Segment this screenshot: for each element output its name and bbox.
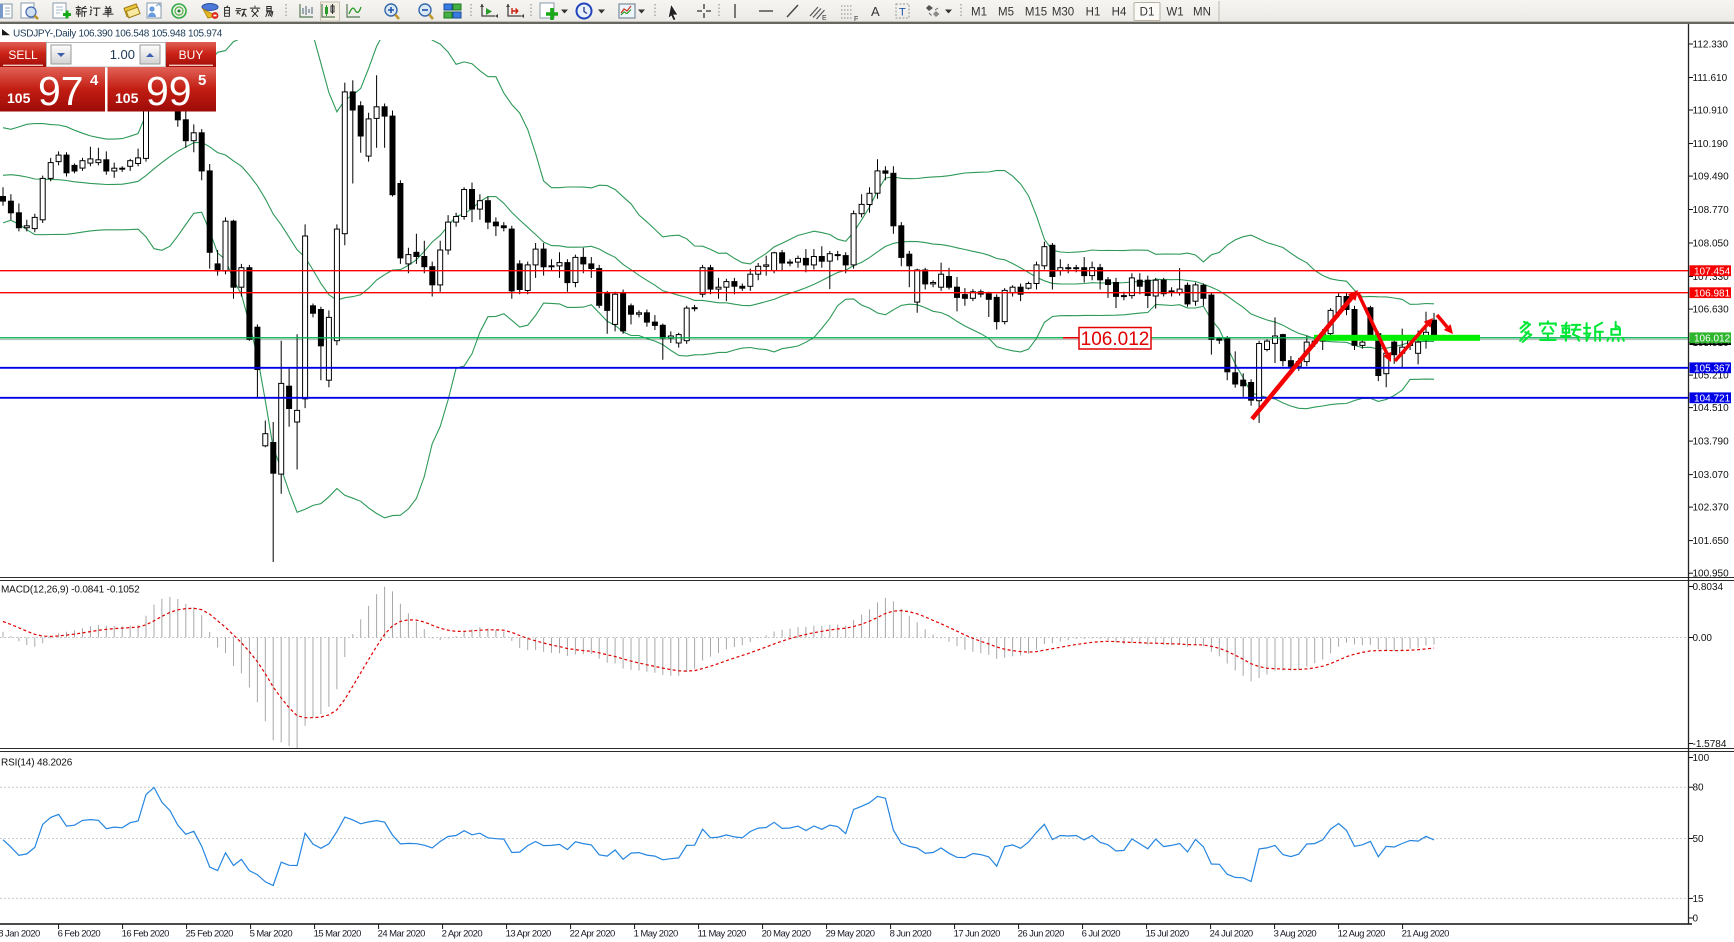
svg-text:20 May 2020: 20 May 2020 bbox=[762, 929, 811, 940]
svg-text:107.330: 107.330 bbox=[1693, 272, 1730, 283]
svg-text:105: 105 bbox=[115, 90, 139, 106]
svg-text:28 Jan 2020: 28 Jan 2020 bbox=[0, 929, 40, 940]
svg-text:5 Mar 2020: 5 Mar 2020 bbox=[250, 929, 293, 940]
svg-text:3 Aug 2020: 3 Aug 2020 bbox=[1274, 929, 1317, 940]
svg-text:1.00: 1.00 bbox=[110, 47, 135, 62]
svg-text:16 Feb 2020: 16 Feb 2020 bbox=[122, 929, 170, 940]
svg-text:80: 80 bbox=[1693, 783, 1705, 794]
svg-text:13 Apr 2020: 13 Apr 2020 bbox=[506, 929, 551, 940]
svg-text:106.012: 106.012 bbox=[1081, 329, 1150, 350]
svg-text:SELL: SELL bbox=[8, 48, 38, 62]
svg-text:E: E bbox=[822, 15, 827, 22]
svg-text:D1: D1 bbox=[1140, 7, 1155, 19]
svg-text:6 Jul 2020: 6 Jul 2020 bbox=[1082, 929, 1121, 940]
svg-text:103.070: 103.070 bbox=[1693, 470, 1730, 481]
svg-text:12 Aug 2020: 12 Aug 2020 bbox=[1338, 929, 1386, 940]
svg-text:50: 50 bbox=[1693, 834, 1705, 845]
svg-text:15: 15 bbox=[1693, 894, 1705, 905]
svg-text:106.981: 106.981 bbox=[1694, 289, 1731, 300]
svg-text:25 Feb 2020: 25 Feb 2020 bbox=[186, 929, 234, 940]
svg-text:M5: M5 bbox=[998, 7, 1014, 19]
svg-text:24 Jul 2020: 24 Jul 2020 bbox=[1210, 929, 1253, 940]
svg-text:RSI(14) 48.2026: RSI(14) 48.2026 bbox=[1, 758, 73, 769]
svg-text:M1: M1 bbox=[971, 7, 987, 19]
svg-text:101.650: 101.650 bbox=[1693, 536, 1730, 547]
svg-text:BUY: BUY bbox=[179, 48, 204, 62]
svg-text:2 Apr 2020: 2 Apr 2020 bbox=[442, 929, 483, 940]
svg-text:111.610: 111.610 bbox=[1693, 73, 1728, 84]
svg-text:104.510: 104.510 bbox=[1693, 403, 1730, 414]
svg-text:105.367: 105.367 bbox=[1694, 364, 1731, 375]
svg-text:15 Mar 2020: 15 Mar 2020 bbox=[314, 929, 362, 940]
svg-text:H1: H1 bbox=[1086, 7, 1101, 19]
svg-text:-1.5784: -1.5784 bbox=[1693, 739, 1727, 750]
svg-text:110.190: 110.190 bbox=[1693, 139, 1729, 150]
svg-text:6 Feb 2020: 6 Feb 2020 bbox=[58, 929, 101, 940]
svg-text:106.630: 106.630 bbox=[1693, 305, 1730, 316]
svg-text:29 May 2020: 29 May 2020 bbox=[826, 929, 875, 940]
svg-text:MACD(12,26,9) -0.0841 -0.1052: MACD(12,26,9) -0.0841 -0.1052 bbox=[1, 585, 140, 596]
svg-text:107.454: 107.454 bbox=[1694, 267, 1731, 278]
svg-text:24 Mar 2020: 24 Mar 2020 bbox=[378, 929, 426, 940]
svg-text:100.950: 100.950 bbox=[1693, 569, 1730, 580]
svg-text:22 Apr 2020: 22 Apr 2020 bbox=[570, 929, 615, 940]
svg-text:99: 99 bbox=[146, 68, 192, 114]
svg-text:0: 0 bbox=[1693, 914, 1699, 925]
svg-text:100: 100 bbox=[1693, 753, 1710, 764]
svg-text:USDJPY-,Daily 106.390 106.548: USDJPY-,Daily 106.390 106.548 105.948 10… bbox=[13, 29, 223, 40]
svg-text:T: T bbox=[899, 7, 906, 19]
svg-text:108.050: 108.050 bbox=[1693, 239, 1730, 250]
svg-text:5: 5 bbox=[198, 72, 206, 89]
svg-text:106.012: 106.012 bbox=[1694, 334, 1731, 345]
svg-text:8 Jun 2020: 8 Jun 2020 bbox=[890, 929, 932, 940]
svg-text:102.370: 102.370 bbox=[1693, 503, 1730, 514]
svg-text:105.210: 105.210 bbox=[1693, 371, 1730, 382]
svg-text:15 Jul 2020: 15 Jul 2020 bbox=[1146, 929, 1189, 940]
svg-text:0.8034: 0.8034 bbox=[1693, 582, 1724, 593]
svg-text:11 May 2020: 11 May 2020 bbox=[698, 929, 746, 940]
svg-text:110.910: 110.910 bbox=[1693, 106, 1729, 117]
svg-text:A: A bbox=[871, 4, 880, 19]
svg-text:H4: H4 bbox=[1112, 7, 1127, 19]
svg-text:26 Jun 2020: 26 Jun 2020 bbox=[1018, 929, 1065, 940]
svg-text:97: 97 bbox=[38, 68, 84, 114]
svg-text:W1: W1 bbox=[1166, 7, 1183, 19]
svg-text:MN: MN bbox=[1193, 7, 1211, 19]
svg-text:M30: M30 bbox=[1052, 7, 1074, 19]
svg-text:108.770: 108.770 bbox=[1693, 205, 1730, 216]
svg-text:105: 105 bbox=[7, 90, 31, 106]
svg-text:17 Jun 2020: 17 Jun 2020 bbox=[954, 929, 1001, 940]
svg-text:109.490: 109.490 bbox=[1693, 172, 1730, 183]
svg-text:103.790: 103.790 bbox=[1693, 437, 1730, 448]
svg-text:0.00: 0.00 bbox=[1693, 633, 1713, 644]
svg-text:112.330: 112.330 bbox=[1693, 40, 1729, 51]
svg-text:M15: M15 bbox=[1025, 7, 1047, 19]
svg-text:4: 4 bbox=[90, 72, 99, 89]
svg-text:1 May 2020: 1 May 2020 bbox=[634, 929, 678, 940]
svg-text:104.721: 104.721 bbox=[1694, 394, 1731, 405]
svg-text:F: F bbox=[854, 16, 858, 23]
svg-text:21 Aug 2020: 21 Aug 2020 bbox=[1402, 929, 1450, 940]
